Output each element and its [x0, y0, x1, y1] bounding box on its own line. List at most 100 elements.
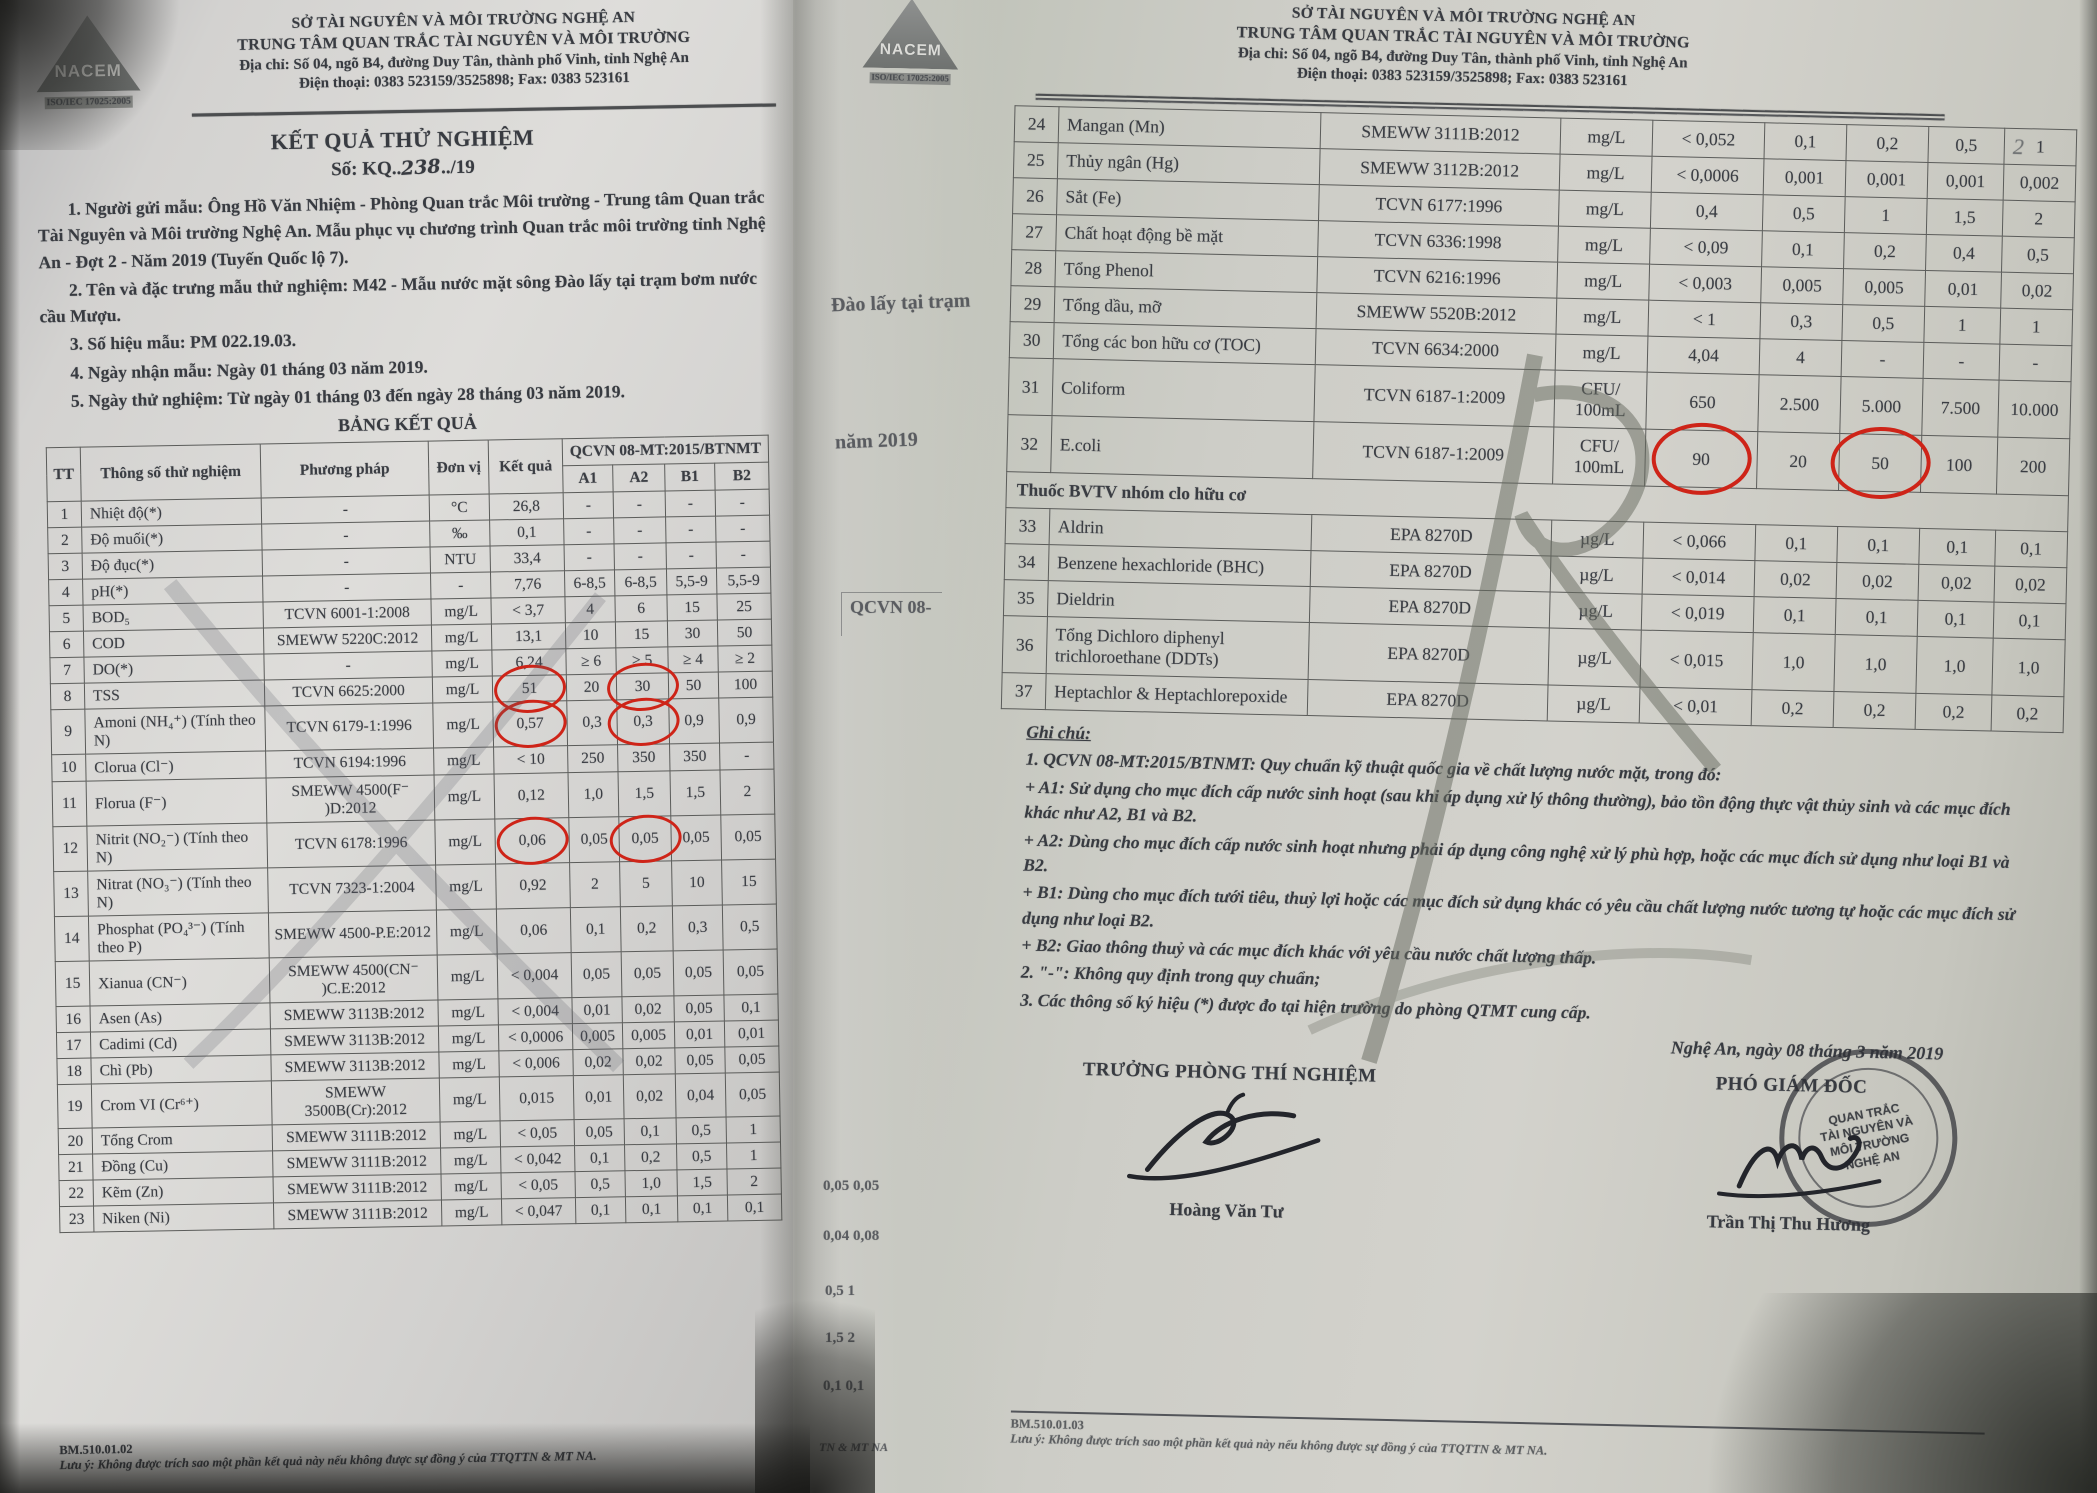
cell-tt: 25	[1013, 141, 1059, 179]
cell-a2: 0,2	[620, 905, 674, 952]
col-header-method: Phương pháp	[260, 441, 430, 498]
cell-b2: 1	[1999, 308, 2073, 346]
logo-text: NACEM	[54, 60, 123, 82]
cell-p: Asen (As)	[90, 1002, 271, 1033]
cell-u: CFU/ 100mL	[1553, 370, 1648, 430]
cell-b1: -	[1923, 342, 2000, 381]
cell-r: 0,1	[489, 518, 565, 547]
cell-m: -	[262, 547, 431, 576]
cell-u: µg/L	[1549, 591, 1643, 631]
cell-m: SMEWW 3111B:2012	[273, 1199, 442, 1229]
cell-a2: 1,5	[618, 770, 671, 817]
col-header-b2: B2	[714, 462, 770, 491]
cell-p: Florua (F⁻)	[86, 777, 267, 827]
cell-a2: 0,001	[1845, 160, 1928, 199]
cell-u: mg/L	[434, 773, 495, 821]
cell-u: µg/L	[1550, 556, 1643, 595]
cell-tt: 23	[59, 1206, 94, 1233]
col-header-a1: A1	[562, 464, 614, 493]
nacem-triangle-icon: NACEM	[863, 0, 960, 70]
cell-b1: 7.500	[1921, 378, 2000, 438]
cell-r: < 0,015	[1639, 630, 1754, 690]
cell-r: 0,06	[494, 817, 570, 864]
cell-a2: 0,02	[1836, 562, 1919, 601]
cell-b1: 10	[671, 860, 723, 906]
cell-m: -	[261, 521, 431, 550]
cell-u: mg/L	[441, 1198, 502, 1226]
cell-r: 0,57	[492, 700, 568, 747]
cell-tt: 12	[52, 826, 88, 872]
cell-m: TCVN 6178:1996	[266, 820, 436, 868]
cell-tt: 5	[49, 605, 84, 632]
deputy-director-signature	[1717, 1135, 1882, 1199]
cell-b2: 0,02	[2000, 272, 2074, 310]
cell-b1: 0,001	[1927, 162, 2004, 201]
cell-b2: 0,1	[1993, 602, 2066, 640]
cell-a1: 0,3	[1759, 302, 1843, 341]
cell-r: 7,76	[490, 570, 565, 599]
cell-r: < 0,0006	[498, 1023, 573, 1051]
cell-tt: 3	[48, 553, 83, 580]
cell-a1: -	[563, 517, 615, 545]
cell-p: E.coli	[1050, 415, 1314, 479]
cell-a1: 0,005	[572, 1022, 623, 1050]
cell-a2: 0,02	[623, 1073, 677, 1119]
cell-m: -	[261, 495, 430, 524]
cell-b1: 0,5	[1927, 126, 2005, 165]
cell-r: < 0,01	[1639, 687, 1752, 726]
cell-b2: 100	[718, 671, 773, 699]
cell-tt: 6	[49, 631, 84, 658]
cell-b2: 50	[717, 619, 772, 647]
cell-tt: 10	[51, 754, 87, 782]
cell-m: SMEWW 4500-P.E:2012	[268, 910, 438, 958]
cell-b2: 0,9	[718, 697, 774, 744]
cell-a2: 50	[1838, 433, 1922, 493]
cell-tt: 24	[1014, 105, 1060, 143]
cell-b1: 0,05	[673, 950, 724, 996]
cell-tt: 36	[1002, 615, 1048, 674]
cell-m: SMEWW 3111B:2012	[272, 1121, 441, 1151]
col-header-a2: A2	[612, 463, 666, 492]
cell-r: 33,4	[490, 544, 565, 573]
cell-b2: -	[715, 515, 771, 543]
cell-a2: 0,1	[1835, 598, 1919, 637]
cell-b2: -	[715, 489, 770, 517]
iso-label: ISO/IEC 17025:2005	[44, 95, 133, 110]
cell-p: Heptachlor & Heptachlorepoxide	[1045, 673, 1309, 716]
cell-tt: 34	[1004, 543, 1050, 581]
left-header: NACEM ISO/IEC 17025:2005 SỞ TÀI NGUYÊN V…	[0, 0, 800, 111]
cell-a1: 2	[569, 861, 621, 908]
cell-p: Cadimi (Cd)	[90, 1028, 271, 1059]
cell-u: mg/L	[435, 863, 497, 911]
cell-a2: 0,005	[1842, 268, 1926, 307]
cell-m: TCVN 7323-1:2004	[267, 865, 437, 913]
cell-u: mg/L	[430, 598, 492, 626]
cell-u: mg/L	[431, 649, 493, 678]
cell-tt: 13	[53, 871, 89, 917]
cell-p: Thủy ngân (Hg)	[1057, 142, 1321, 185]
cell-u: mg/L	[440, 1146, 501, 1174]
cell-u: NTU	[430, 546, 491, 574]
cell-a2: 0,2	[1843, 232, 1927, 271]
cell-u: mg/L	[1555, 298, 1649, 337]
cell-a2: -	[613, 490, 666, 518]
cell-a1: 0,1	[1764, 122, 1847, 161]
lab-chief-signature-block: TRƯỞNG PHÒNG THÍ NGHIỆM Hoàng Văn Tư	[945, 1056, 1510, 1228]
cell-m: EPA 8270D	[1308, 622, 1550, 685]
cell-b2: 0,05	[725, 1072, 781, 1117]
cell-a2: 1	[1844, 196, 1928, 235]
cell-a1: -	[564, 543, 615, 571]
cell-a1: 4	[1759, 338, 1842, 377]
cell-m: TCVN 6177:1996	[1318, 184, 1560, 227]
cell-a2: 6-8,5	[614, 568, 667, 596]
cell-m: TCVN 6336:1998	[1317, 220, 1559, 263]
cell-tt: 22	[59, 1180, 94, 1207]
cell-a2: 0,2	[624, 1143, 677, 1171]
cell-b1: 350	[669, 743, 720, 771]
cell-a2: 5	[619, 860, 673, 907]
cell-a2: 0,1	[624, 1117, 677, 1145]
cell-tt: 9	[50, 709, 86, 755]
cell-a1: 0,1	[575, 1196, 626, 1224]
cell-a1: 0,1	[1753, 596, 1837, 635]
